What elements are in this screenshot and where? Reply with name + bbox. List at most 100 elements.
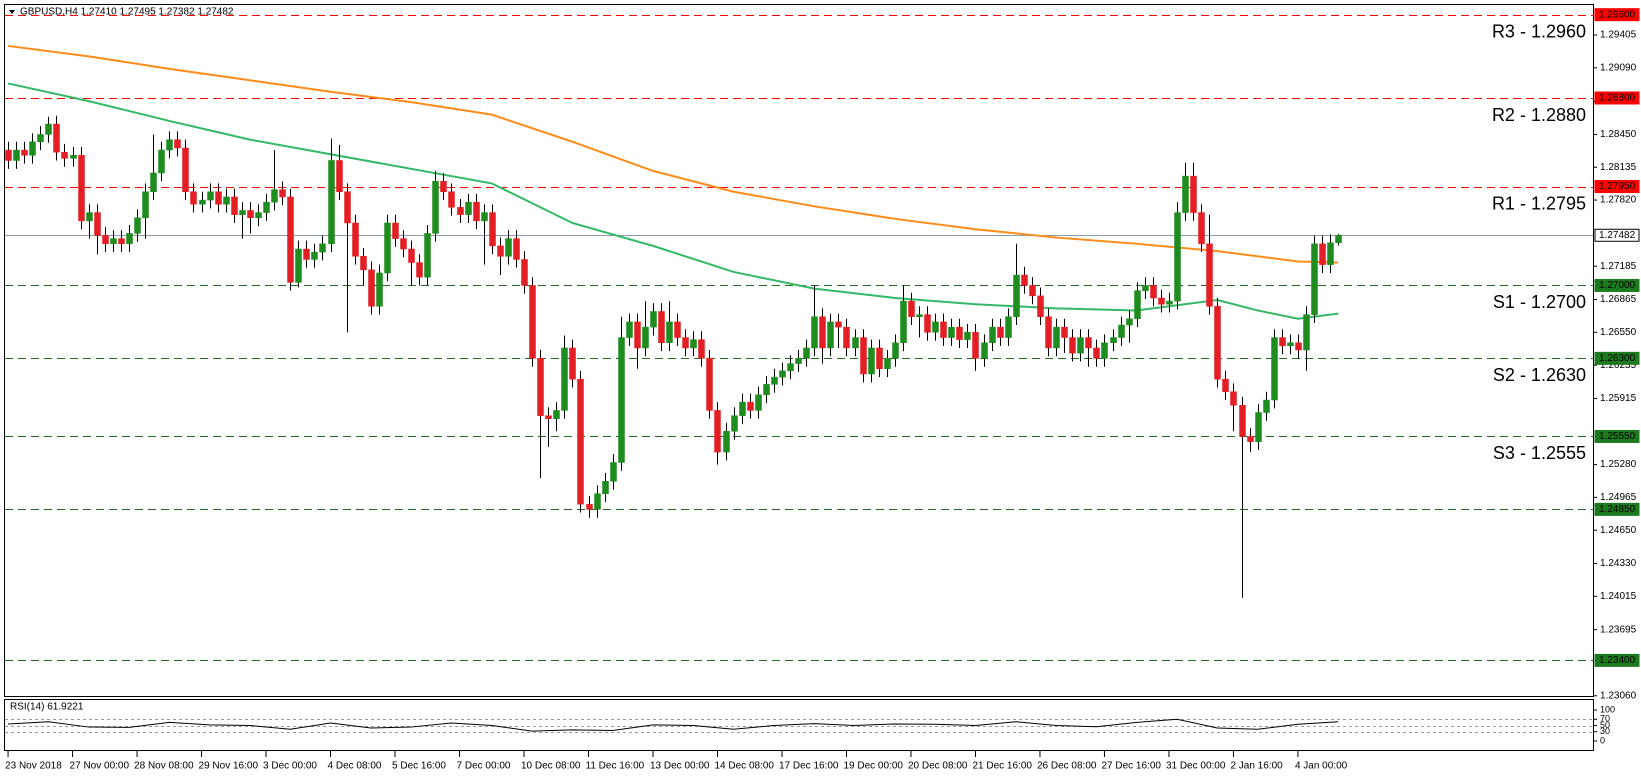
candle-body bbox=[1239, 404, 1246, 437]
candle-body bbox=[1295, 342, 1302, 351]
candle-body bbox=[360, 256, 367, 271]
level-price-box bbox=[1594, 228, 1640, 242]
candle-body bbox=[199, 199, 206, 205]
level-price-label: 1.27482 bbox=[1599, 230, 1636, 241]
candle-body bbox=[1061, 326, 1068, 338]
y-tick-label: 1.26550 bbox=[1600, 327, 1637, 338]
rsi-y-tick-label: 70 bbox=[1600, 714, 1610, 724]
y-tick-label: 1.28135 bbox=[1600, 162, 1637, 173]
candle-body bbox=[376, 272, 383, 307]
candle-body bbox=[618, 337, 625, 463]
x-tick-label: 17 Dec 16:00 bbox=[779, 761, 839, 772]
candle-body bbox=[1013, 274, 1020, 317]
candle-body bbox=[916, 314, 923, 317]
level-price-label: 1.27950 bbox=[1599, 181, 1636, 192]
candle-body bbox=[779, 370, 786, 378]
level-annotation: R1 - 1.2795 bbox=[1492, 193, 1586, 213]
candle-body bbox=[416, 262, 423, 278]
candle-body bbox=[602, 481, 609, 495]
x-tick-label: 29 Nov 16:00 bbox=[199, 761, 259, 772]
candle-body bbox=[714, 410, 721, 453]
candle-body bbox=[1182, 175, 1189, 213]
candle-body bbox=[731, 415, 738, 432]
level-price-box bbox=[1594, 8, 1640, 22]
candle-body bbox=[1335, 235, 1342, 244]
level-annotation: S2 - 1.2630 bbox=[1493, 365, 1586, 385]
candle-body bbox=[448, 191, 455, 208]
rsi-y-tick-label: 0 bbox=[1600, 735, 1605, 745]
x-tick-label: 14 Dec 08:00 bbox=[714, 761, 774, 772]
candle-body bbox=[795, 358, 802, 364]
x-tick-label: 21 Dec 16:00 bbox=[972, 761, 1032, 772]
level-price-box bbox=[1594, 91, 1640, 105]
candle-body bbox=[666, 321, 673, 343]
candle-body bbox=[408, 248, 415, 263]
candle-body bbox=[53, 123, 60, 153]
rsi-y-tick-label: 30 bbox=[1600, 726, 1610, 736]
level-price-box bbox=[1594, 278, 1640, 292]
candle-body bbox=[674, 321, 681, 338]
candle-body bbox=[142, 191, 149, 219]
candle-body bbox=[811, 316, 818, 349]
candle-body bbox=[1303, 314, 1310, 351]
candle-body bbox=[1085, 337, 1092, 349]
candle-body bbox=[118, 238, 125, 245]
candle-body bbox=[287, 196, 294, 283]
candle-body bbox=[5, 149, 12, 161]
candle-body bbox=[658, 311, 665, 343]
y-tick-label: 1.24330 bbox=[1600, 558, 1637, 569]
y-tick-label: 1.25915 bbox=[1600, 393, 1637, 404]
level-price-label: 1.29600 bbox=[1599, 9, 1636, 20]
candle-body bbox=[1271, 337, 1278, 401]
candle-body bbox=[424, 233, 431, 278]
candle-body bbox=[1021, 274, 1028, 286]
candle-body bbox=[1174, 212, 1181, 302]
candle-body bbox=[827, 321, 834, 349]
x-tick-label: 26 Dec 08:00 bbox=[1037, 761, 1097, 772]
candle-body bbox=[650, 311, 657, 328]
candle-body bbox=[1093, 347, 1100, 359]
candle-body bbox=[247, 210, 254, 219]
x-tick-label: 28 Nov 08:00 bbox=[134, 761, 194, 772]
candle-body bbox=[981, 342, 988, 359]
candle-body bbox=[553, 410, 560, 420]
candle-body bbox=[432, 181, 439, 234]
x-tick-label: 19 Dec 00:00 bbox=[843, 761, 903, 772]
candle-body bbox=[61, 151, 68, 159]
candle-body bbox=[78, 155, 85, 222]
candle-body bbox=[989, 326, 996, 343]
y-tick-label: 1.27820 bbox=[1600, 195, 1637, 206]
candle-body bbox=[755, 394, 762, 411]
candle-body bbox=[440, 181, 447, 192]
candle-body bbox=[1118, 324, 1125, 338]
candle-body bbox=[860, 337, 867, 375]
y-tick-label: 1.23695 bbox=[1600, 624, 1637, 635]
candle-body bbox=[545, 415, 552, 420]
candle-body bbox=[948, 326, 955, 338]
candle-body bbox=[457, 207, 464, 215]
candle-body bbox=[698, 339, 705, 359]
y-tick-label: 1.24015 bbox=[1600, 591, 1637, 602]
candle-body bbox=[642, 326, 649, 349]
candle-body bbox=[1158, 297, 1165, 305]
candle-body bbox=[465, 201, 472, 215]
x-tick-label: 27 Nov 00:00 bbox=[70, 761, 130, 772]
candle-body bbox=[1222, 378, 1229, 392]
candle-body bbox=[763, 384, 770, 396]
rsi-y-tick-label: 50 bbox=[1600, 720, 1610, 730]
candle-body bbox=[311, 251, 318, 260]
candle-body bbox=[215, 191, 222, 205]
candle-body bbox=[843, 326, 850, 349]
candle-body bbox=[513, 238, 520, 260]
candle-body bbox=[932, 321, 939, 333]
candle-body bbox=[577, 378, 584, 505]
candle-body bbox=[1142, 285, 1149, 291]
rsi-line bbox=[8, 718, 1339, 732]
candle-body bbox=[263, 201, 270, 213]
candle-body bbox=[1279, 337, 1286, 347]
candle-body bbox=[110, 238, 117, 245]
candle-body bbox=[279, 189, 286, 198]
level-price-box bbox=[1594, 653, 1640, 667]
candle-body bbox=[70, 155, 77, 159]
